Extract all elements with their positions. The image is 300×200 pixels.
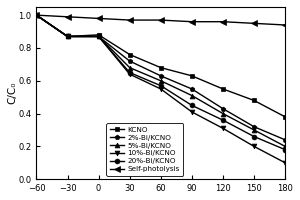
Line: 10%-Bi/KCNO: 10%-Bi/KCNO [34,13,287,165]
2%-Bi/KCNO [97,35,101,38]
KCNO [283,116,287,118]
20%-Bi/KCNO [221,119,225,121]
10%-Bi/KCNO [34,14,38,16]
20%-Bi/KCNO [252,135,256,138]
Self-photolysis [221,21,225,23]
Self-photolysis [159,19,163,21]
Self-photolysis [283,24,287,26]
2%-Bi/KCNO [34,14,38,16]
2%-Bi/KCNO [252,125,256,128]
KCNO [190,75,194,77]
10%-Bi/KCNO [221,127,225,130]
2%-Bi/KCNO [283,139,287,141]
20%-Bi/KCNO [128,71,131,74]
KCNO [252,99,256,102]
5%-Bi/KCNO [283,145,287,148]
KCNO [159,66,163,69]
5%-Bi/KCNO [252,129,256,131]
KCNO [128,53,131,56]
Self-photolysis [34,14,38,16]
Line: KCNO: KCNO [34,13,287,119]
5%-Bi/KCNO [34,14,38,16]
10%-Bi/KCNO [283,162,287,164]
2%-Bi/KCNO [221,107,225,110]
5%-Bi/KCNO [159,80,163,82]
10%-Bi/KCNO [66,35,69,38]
2%-Bi/KCNO [190,88,194,90]
10%-Bi/KCNO [159,88,163,90]
20%-Bi/KCNO [283,148,287,151]
5%-Bi/KCNO [66,35,69,38]
Line: 2%-Bi/KCNO: 2%-Bi/KCNO [34,13,287,142]
20%-Bi/KCNO [66,35,69,38]
2%-Bi/KCNO [128,60,131,62]
2%-Bi/KCNO [159,75,163,77]
Line: Self-photolysis: Self-photolysis [34,12,288,28]
Self-photolysis [190,21,194,23]
KCNO [221,88,225,90]
KCNO [97,34,101,36]
Self-photolysis [252,22,256,25]
10%-Bi/KCNO [252,145,256,148]
20%-Bi/KCNO [34,14,38,16]
Line: 5%-Bi/KCNO: 5%-Bi/KCNO [34,13,287,149]
KCNO [66,35,69,38]
Self-photolysis [128,19,131,21]
KCNO [34,14,38,16]
20%-Bi/KCNO [190,104,194,107]
Line: 20%-Bi/KCNO: 20%-Bi/KCNO [34,13,287,152]
5%-Bi/KCNO [128,66,131,69]
10%-Bi/KCNO [128,73,131,75]
Self-photolysis [66,16,69,18]
Self-photolysis [97,17,101,20]
5%-Bi/KCNO [97,35,101,38]
10%-Bi/KCNO [97,35,101,38]
Legend: KCNO, 2%-Bi/KCNO, 5%-Bi/KCNO, 10%-Bi/KCNO, 20%-Bi/KCNO, Self-photolysis: KCNO, 2%-Bi/KCNO, 5%-Bi/KCNO, 10%-Bi/KCN… [106,123,183,176]
20%-Bi/KCNO [159,84,163,87]
2%-Bi/KCNO [66,35,69,38]
20%-Bi/KCNO [97,35,101,38]
Y-axis label: C/C₀: C/C₀ [7,82,17,104]
5%-Bi/KCNO [190,94,194,97]
5%-Bi/KCNO [221,112,225,115]
10%-Bi/KCNO [190,111,194,113]
